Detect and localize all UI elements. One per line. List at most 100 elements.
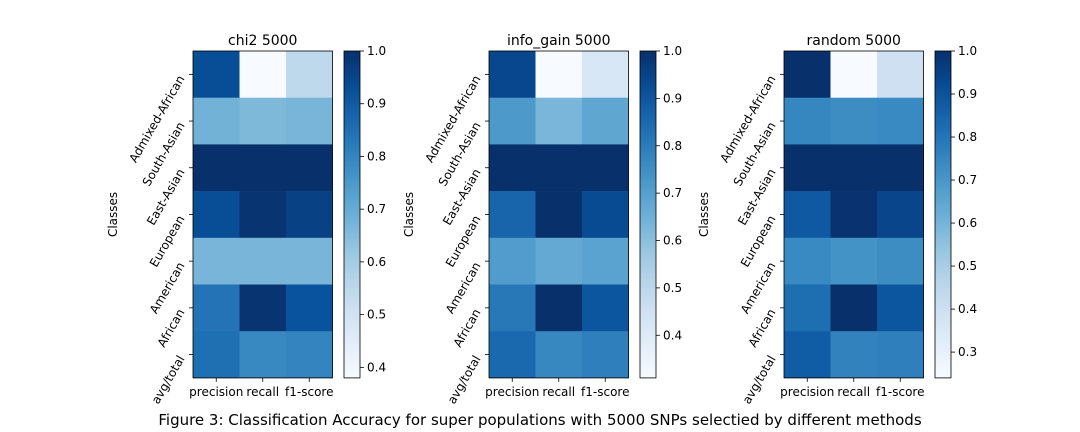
chart-title: random 5000: [807, 33, 901, 49]
y-tick-label: American: [443, 260, 484, 316]
colorbar-tick-label: 0.9: [663, 91, 682, 105]
heatmap-cell: [877, 284, 924, 332]
x-tick-label: recall: [542, 385, 575, 399]
figure-caption: Figure 3: Classification Accuracy for su…: [158, 411, 922, 429]
x-tick-label: precision: [485, 385, 539, 399]
heatmap-cell: [286, 331, 333, 379]
heatmap-cell: [877, 51, 924, 98]
heatmap-cell: [830, 144, 878, 192]
heatmap-cell: [784, 51, 831, 98]
colorbar-tick-label: 0.4: [367, 360, 386, 374]
colorbar-tick-label: 0.8: [663, 139, 682, 153]
heatmap-cell: [535, 191, 583, 239]
x-tick-label: f1-score: [876, 385, 924, 399]
heatmap-cell: [784, 237, 831, 285]
colorbar-tick-label: 0.5: [663, 281, 682, 295]
colorbar-tick-label: 1.0: [958, 44, 977, 58]
heatmap-cell: [239, 51, 287, 98]
heatmap-cell: [830, 97, 878, 145]
heatmap-cell: [286, 144, 333, 192]
x-tick-label: precision: [189, 385, 243, 399]
colorbar-tick-label: 0.5: [367, 308, 386, 322]
x-tick-label: recall: [246, 385, 279, 399]
x-tick-label: f1-score: [581, 385, 629, 399]
colorbar-tick-label: 1.0: [663, 44, 682, 58]
heatmap-cell: [535, 144, 583, 192]
heatmap-cell: [830, 191, 878, 239]
colorbar: [343, 50, 361, 379]
heatmap-cell: [193, 331, 240, 379]
colorbar-tick-label: 1.0: [367, 44, 386, 58]
colorbar-tick-label: 0.6: [367, 255, 386, 269]
x-tick-label: recall: [837, 385, 870, 399]
colorbar-tick-label: 0.6: [958, 216, 977, 230]
heatmap-cell: [193, 51, 240, 98]
colorbar-tick-label: 0.9: [367, 97, 386, 111]
heatmap-cell: [582, 237, 629, 285]
y-axis-label: Classes: [697, 192, 711, 237]
heatmap-cell: [535, 331, 583, 379]
heatmap-cell: [239, 191, 287, 239]
y-axis-label: Classes: [106, 192, 120, 237]
colorbar: [639, 50, 657, 379]
heatmap-cell: [489, 97, 536, 145]
heatmap-cell: [489, 237, 536, 285]
colorbar-tick-label: 0.5: [958, 259, 977, 273]
chart-title: info_gain 5000: [507, 33, 611, 49]
heatmap-cell: [193, 97, 240, 145]
heatmap-cell: [489, 144, 536, 192]
y-axis-label: Classes: [402, 192, 416, 237]
y-tick-label: avg/total: [149, 353, 188, 406]
heatmap-cell: [239, 331, 287, 379]
heatmap-cell: [582, 97, 629, 145]
colorbar-tick-label: 0.6: [663, 234, 682, 248]
heatmap-cell: [193, 284, 240, 332]
x-tick-label: f1-score: [285, 385, 333, 399]
heatmap-cell: [489, 51, 536, 98]
heatmap-cell: [535, 237, 583, 285]
heatmap-cell: [784, 97, 831, 145]
heatmap-cell: [239, 97, 287, 145]
y-tick-label: avg/total: [445, 353, 484, 406]
heatmap-cell: [489, 331, 536, 379]
heatmap-cell: [286, 237, 333, 285]
heatmap-cell: [582, 51, 629, 98]
colorbar-tick-label: 0.3: [958, 345, 977, 359]
colorbar-tick-label: 0.8: [367, 149, 386, 163]
heatmap-cell: [830, 51, 878, 98]
heatmap-cell: [877, 191, 924, 239]
y-tick-label: avg/total: [740, 353, 779, 406]
colorbar-tick-label: 0.8: [958, 130, 977, 144]
heatmap-cell: [239, 284, 287, 332]
heatmap-cell: [535, 284, 583, 332]
heatmap-cell: [489, 191, 536, 239]
heatmap-cell: [830, 237, 878, 285]
heatmap-cell: [582, 144, 629, 192]
y-tick-label: American: [147, 260, 188, 316]
heatmap-cell: [582, 191, 629, 239]
heatmap-cell: [535, 97, 583, 145]
heatmap-cell: [877, 331, 924, 379]
heatmap-cell: [830, 331, 878, 379]
heatmap-cell: [877, 237, 924, 285]
heatmap-cell: [193, 237, 240, 285]
colorbar-tick-label: 0.7: [663, 186, 682, 200]
heatmap-cell: [239, 144, 287, 192]
colorbar-tick-label: 0.4: [663, 328, 682, 342]
heatmap-cell: [582, 331, 629, 379]
heatmap-cell: [784, 144, 831, 192]
heatmap-cell: [877, 144, 924, 192]
heatmap-cell: [239, 237, 287, 285]
x-tick-label: precision: [780, 385, 834, 399]
y-tick-label: American: [738, 260, 779, 316]
colorbar-tick-label: 0.9: [958, 87, 977, 101]
heatmap-cell: [535, 51, 583, 98]
heatmap-cell: [784, 284, 831, 332]
heatmap-cell: [193, 191, 240, 239]
heatmap-cell: [784, 331, 831, 379]
colorbar-tick-label: 0.7: [958, 173, 977, 187]
